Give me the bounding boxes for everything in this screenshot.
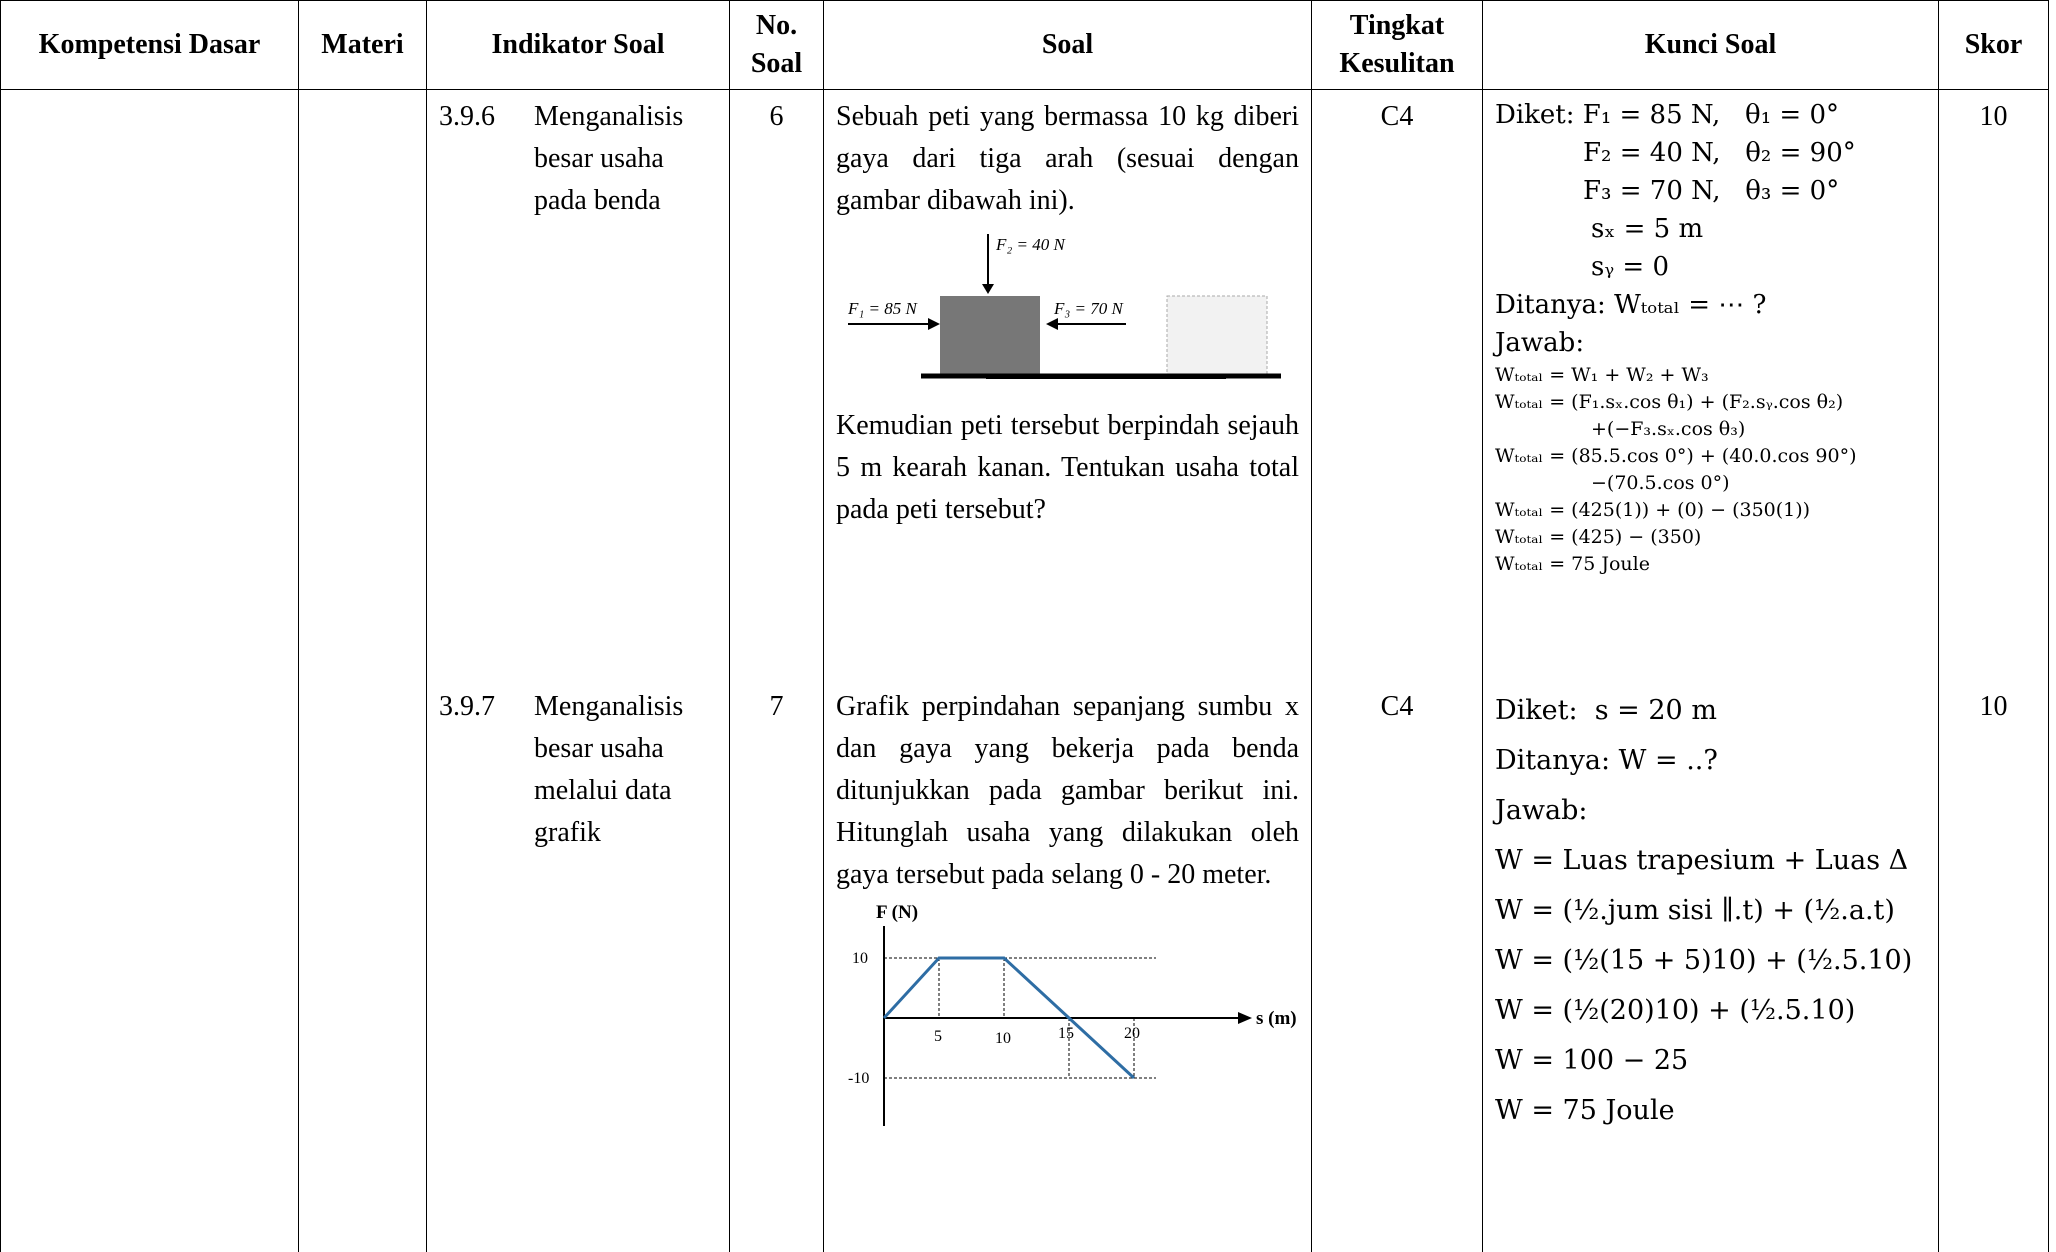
header: Soal — [824, 1, 1312, 90]
kunci-line: W = (½(20)10) + (½.5.10) — [1495, 986, 1926, 1036]
header: Materi — [299, 1, 427, 90]
kunci-line: W = (½.jum sisi ∥.t) + (½.a.t) — [1495, 886, 1926, 936]
graph-label: F (N) — [876, 902, 918, 923]
soal-text: Grafik perpindahan sepanjang sumbu x dan… — [836, 686, 1299, 896]
indikator-code: 3.9.7 — [439, 686, 534, 854]
kunci-line: −(70.5.cos 0°) — [1495, 470, 1926, 497]
kunci-line: Ditanya: Wₜₒₜₐₗ = ⋯ ? — [1495, 286, 1926, 324]
cell — [1, 90, 299, 681]
figure-label: F₃ = 70 N — [1053, 299, 1125, 318]
graph-tick: 15 — [1058, 1025, 1074, 1042]
kunci-line: Jawab: — [1495, 324, 1926, 362]
kunci-line: W = 100 − 25 — [1495, 1036, 1926, 1086]
page: Kompetensi Dasar Materi Indikator Soal N… — [0, 0, 2056, 1195]
indikator: Menganalisis besar usaha pada benda — [534, 96, 717, 222]
kunci-line: sᵧ = 0 — [1495, 248, 1926, 286]
kunci-line: Diket: s = 20 m — [1495, 686, 1926, 736]
indikator: Menganalisis besar usaha melalui data gr… — [534, 686, 717, 854]
figure-label: F₁ = 85 N — [847, 299, 919, 318]
kunci-line: Wₜₒₜₐₗ = (F₁.sₓ.cos θ₁) + (F₂.sᵧ.cos θ₂) — [1495, 389, 1926, 416]
kunci-line: Wₜₒₜₐₗ = W₁ + W₂ + W₃ — [1495, 362, 1926, 389]
kunci-line: Wₜₒₜₐₗ = (425) − (350) — [1495, 524, 1926, 551]
kunci-line: Wₜₒₜₐₗ = (425(1)) + (0) − (350(1)) — [1495, 497, 1926, 524]
kunci-line: Diket: F₁ = 85 N, θ₁ = 0° — [1495, 96, 1926, 134]
cell — [1, 680, 299, 1252]
kunci-line: W = Luas trapesium + Luas Δ — [1495, 836, 1926, 886]
soal-text: Kemudian peti tersebut berpindah sejauh … — [836, 405, 1299, 531]
graph-label: s (m) — [1256, 1008, 1296, 1029]
kunci-line: W = 75 Joule — [1495, 1086, 1926, 1136]
graph-tick: -10 — [848, 1070, 869, 1087]
soal-text: Sebuah peti yang bermassa 10 kg diberi g… — [836, 96, 1299, 222]
kunci-line: F₃ = 70 N, θ₃ = 0° — [1495, 172, 1926, 210]
header: Kompetensi Dasar — [1, 1, 299, 90]
force-figure: F₂ = 40 N F₁ = 85 N F₃ = 70 N — [836, 222, 1296, 382]
level: C4 — [1381, 691, 1414, 722]
number: 7 — [770, 691, 784, 722]
kunci-line: F₂ = 40 N, θ₂ = 90° — [1495, 134, 1926, 172]
kunci-line: Ditanya: W = ..? — [1495, 736, 1926, 786]
graph-figure: F (N) s (m) 10 -10 5 10 15 20 — [836, 896, 1296, 1136]
header: Kunci Soal — [1483, 1, 1939, 90]
graph-tick: 10 — [852, 950, 868, 967]
cell: 6 — [730, 90, 824, 681]
header: Skor — [1939, 1, 2049, 90]
skor: 10 — [1980, 101, 2008, 132]
kunci: Diket: F₁ = 85 N, θ₁ = 0°F₂ = 40 N, θ₂ =… — [1495, 96, 1926, 578]
kunci-line: sₓ = 5 m — [1495, 210, 1926, 248]
cell: C4 — [1312, 90, 1483, 681]
header: Tingkat Kesulitan — [1312, 1, 1483, 90]
cell: 10 — [1939, 90, 2049, 681]
kunci-line: Wₜₒₜₐₗ = 75 Joule — [1495, 551, 1926, 578]
figure-label: F₂ = 40 N — [995, 235, 1067, 254]
cell: Diket: F₁ = 85 N, θ₁ = 0°F₂ = 40 N, θ₂ =… — [1483, 90, 1939, 681]
cell: Grafik perpindahan sepanjang sumbu x dan… — [824, 680, 1312, 1252]
graph-tick: 5 — [934, 1028, 942, 1045]
cell — [299, 680, 427, 1252]
header: No. Soal — [730, 1, 824, 90]
graph-tick: 20 — [1124, 1025, 1140, 1042]
table: Kompetensi Dasar Materi Indikator Soal N… — [0, 0, 2049, 1252]
header-row: Kompetensi Dasar Materi Indikator Soal N… — [1, 1, 2049, 90]
cell — [299, 90, 427, 681]
kunci-line: Jawab: — [1495, 786, 1926, 836]
indikator-code: 3.9.6 — [439, 96, 534, 222]
cell: Sebuah peti yang bermassa 10 kg diberi g… — [824, 90, 1312, 681]
graph-tick: 10 — [995, 1030, 1011, 1047]
skor: 10 — [1980, 691, 2008, 722]
kunci-line: +(−F₃.sₓ.cos θ₃) — [1495, 416, 1926, 443]
cell: 10 — [1939, 680, 2049, 1252]
kunci-line: Wₜₒₜₐₗ = (85.5.cos 0°) + (40.0.cos 90°) — [1495, 443, 1926, 470]
level: C4 — [1381, 101, 1414, 132]
cell: 7 — [730, 680, 824, 1252]
header: Indikator Soal — [427, 1, 730, 90]
cell: C4 — [1312, 680, 1483, 1252]
kunci-line: W = (½(15 + 5)10) + (½.5.10) — [1495, 936, 1926, 986]
number: 6 — [770, 101, 784, 132]
